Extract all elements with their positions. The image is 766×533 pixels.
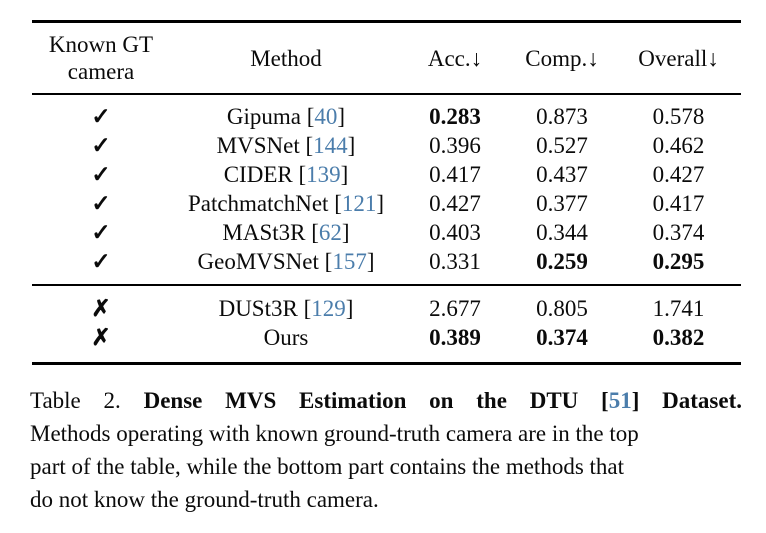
table-row: ✓ MASt3R [62] 0.403 0.344 0.374: [32, 218, 741, 247]
check-icon: ✓: [91, 162, 111, 187]
caption-body-line: do not know the ground-truth camera.: [30, 487, 379, 512]
table-header-row: Known GT camera Method Acc.↓ Comp.↓ Over…: [32, 23, 741, 93]
overall-value-cell: 0.382: [652, 325, 705, 350]
table-row: ✗ DUSt3R [129] 2.677 0.805 1.741: [32, 294, 741, 323]
check-icon: ✓: [91, 104, 111, 129]
method-cell: Ours: [170, 323, 402, 352]
citation-link[interactable]: 62: [318, 220, 342, 245]
check-icon: ✓: [91, 191, 111, 216]
comp-value-cell: 0.377: [536, 191, 588, 216]
method-name: Gipuma: [226, 104, 301, 129]
overall-value-cell: 0.427: [652, 162, 705, 187]
caption-body-line: Methods operating with known ground-trut…: [30, 421, 639, 446]
method-cell: CIDER [139]: [223, 162, 349, 187]
overall-value-cell: 0.295: [652, 249, 705, 274]
caption-title-line: Table 2. Dense MVS Estimation on the DTU…: [30, 384, 742, 417]
header-comp: Comp.↓: [525, 45, 599, 71]
acc-value-cell: 0.283: [429, 104, 481, 129]
caption-body-line: part of the table, while the bottom part…: [30, 454, 625, 479]
method-cell: MASt3R [62]: [222, 220, 350, 245]
table-header-rule: [32, 93, 741, 95]
caption-label: Table 2.: [30, 388, 121, 413]
overall-value-cell: 0.374: [652, 220, 705, 245]
method-cell: Gipuma [40]: [226, 104, 346, 129]
results-table: Known GT camera Method Acc.↓ Comp.↓ Over…: [32, 20, 741, 365]
comp-value-cell: 0.259: [536, 249, 588, 274]
table-row: ✓ GeoMVSNet [157] 0.331 0.259 0.295: [32, 247, 741, 276]
comp-value-cell: 0.527: [536, 133, 588, 158]
table-bottom-rule: [32, 362, 741, 365]
method-cell: MVSNet [144]: [216, 133, 356, 158]
caption-title: Dense MVS Estimation on the DTU [51] Dat…: [143, 388, 743, 413]
method-name: PatchmatchNet: [187, 191, 329, 216]
table-top-rule: [32, 20, 741, 23]
header-overall: Overall↓: [638, 45, 719, 71]
citation-link[interactable]: 121: [341, 191, 377, 216]
citation-link[interactable]: 40: [314, 104, 338, 129]
check-icon: ✓: [91, 249, 111, 274]
check-icon: ✓: [91, 220, 111, 245]
comp-value-cell: 0.873: [536, 104, 588, 129]
table-row: ✓ PatchmatchNet [121] 0.427 0.377 0.417: [32, 189, 741, 218]
overall-value-cell: 1.741: [652, 296, 705, 321]
table-section-known-gt: ✓ Gipuma [40] 0.283 0.873 0.578 ✓ MVSNet [144]…: [32, 95, 741, 284]
table-section-unknown-gt: ✗ DUSt3R [129] 2.677 0.805 1.741 ✗ Ours 0.389 0.…: [32, 286, 741, 362]
comp-value-cell: 0.374: [536, 325, 588, 350]
method-name: CIDER: [223, 162, 293, 187]
acc-value-cell: 0.417: [429, 162, 481, 187]
citation-link[interactable]: 51: [608, 388, 632, 413]
method-cell: DUSt3R [129]: [218, 296, 354, 321]
method-name: DUSt3R: [218, 296, 298, 321]
table-row: ✗ Ours 0.389 0.374 0.382: [32, 323, 741, 352]
method-name: GeoMVSNet: [197, 249, 319, 274]
acc-value-cell: 0.389: [429, 325, 481, 350]
header-known-gt-camera: Known GT camera: [48, 32, 154, 84]
overall-value-cell: 0.462: [652, 133, 705, 158]
table-mid-rule: [32, 284, 741, 286]
citation-link[interactable]: 144: [313, 133, 348, 158]
method-name: Ours: [263, 325, 309, 350]
citation-link[interactable]: 129: [311, 296, 346, 321]
header-method: Method: [250, 45, 322, 71]
citation-link[interactable]: 139: [306, 162, 341, 187]
citation-link[interactable]: 157: [332, 249, 367, 274]
method-cell: GeoMVSNet [157]: [197, 249, 375, 274]
table-row: ✓ Gipuma [40] 0.283 0.873 0.578: [32, 102, 741, 131]
overall-value-cell: 0.417: [652, 191, 705, 216]
cross-icon: ✗: [91, 325, 111, 350]
header-acc: Acc.↓: [427, 45, 483, 71]
acc-value-cell: 0.403: [429, 220, 481, 245]
check-icon: ✓: [91, 133, 111, 158]
acc-value-cell: 0.331: [429, 249, 481, 274]
comp-value-cell: 0.344: [536, 220, 588, 245]
overall-value-cell: 0.578: [652, 104, 705, 129]
cross-icon: ✗: [91, 296, 111, 321]
comp-value-cell: 0.437: [536, 162, 588, 187]
comp-value-cell: 0.805: [536, 296, 588, 321]
table-caption: Table 2. Dense MVS Estimation on the DTU…: [30, 384, 742, 516]
method-name: MASt3R: [222, 220, 306, 245]
acc-value-cell: 0.427: [429, 191, 481, 216]
method-cell: PatchmatchNet [121]: [187, 191, 385, 216]
table-row: ✓ CIDER [139] 0.417 0.437 0.427: [32, 160, 741, 189]
acc-value-cell: 0.396: [429, 133, 481, 158]
method-name: MVSNet: [216, 133, 300, 158]
acc-value-cell: 2.677: [429, 296, 481, 321]
table-row: ✓ MVSNet [144] 0.396 0.527 0.462: [32, 131, 741, 160]
